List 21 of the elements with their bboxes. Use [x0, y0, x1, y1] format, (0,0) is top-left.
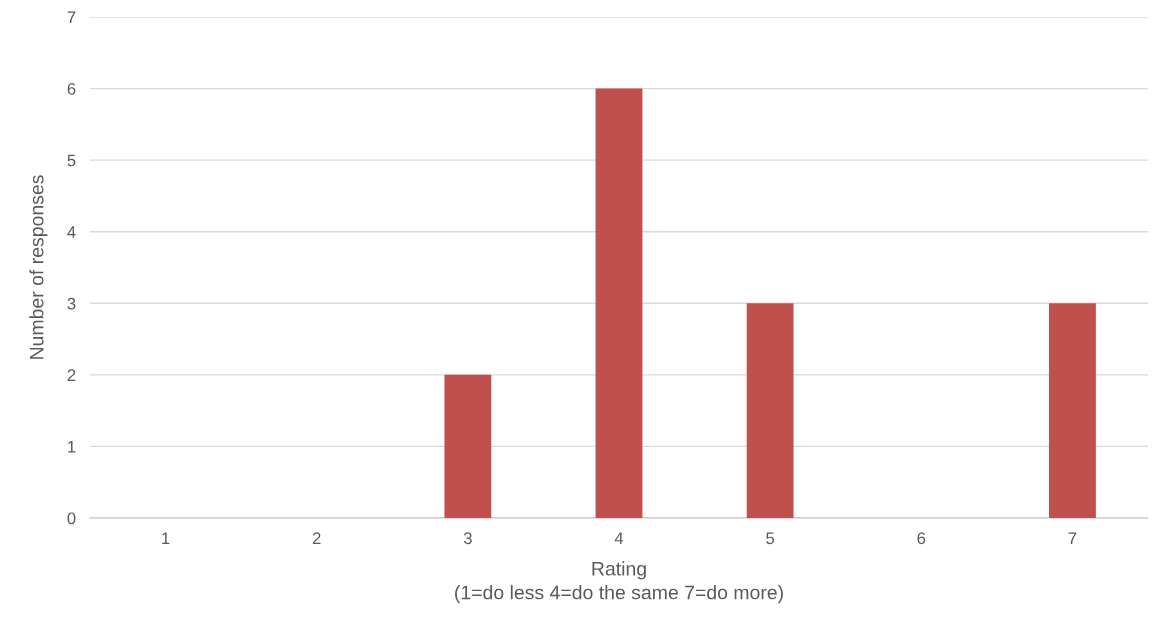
bar	[444, 374, 492, 518]
y-tick-label: 2	[67, 369, 76, 381]
x-tick-label: 1	[162, 532, 170, 544]
y-tick-label: 5	[67, 154, 76, 167]
x-tick-label: 2	[312, 532, 321, 544]
y-tick-label: 3	[67, 297, 76, 310]
y-axis-title: Number of responses	[29, 175, 48, 359]
x-tick-label: 4	[614, 532, 624, 544]
bar	[595, 88, 643, 518]
x-tick-label: 3	[463, 532, 472, 545]
x-tick-label: 5	[766, 532, 775, 545]
x-tick-label: 6	[917, 532, 926, 545]
bar	[1049, 303, 1096, 518]
x-axis-title: Rating (1=do less 4=do the same 7=do more)	[455, 561, 783, 604]
y-tick-label: 0	[67, 512, 76, 525]
y-tick-label: 4	[67, 226, 76, 238]
x-tick-label: 7	[1068, 532, 1077, 544]
y-tick-label: 6	[67, 82, 76, 95]
y-tick-label: 1	[68, 441, 76, 453]
bar	[746, 303, 794, 518]
y-tick-label: 7	[67, 11, 76, 24]
